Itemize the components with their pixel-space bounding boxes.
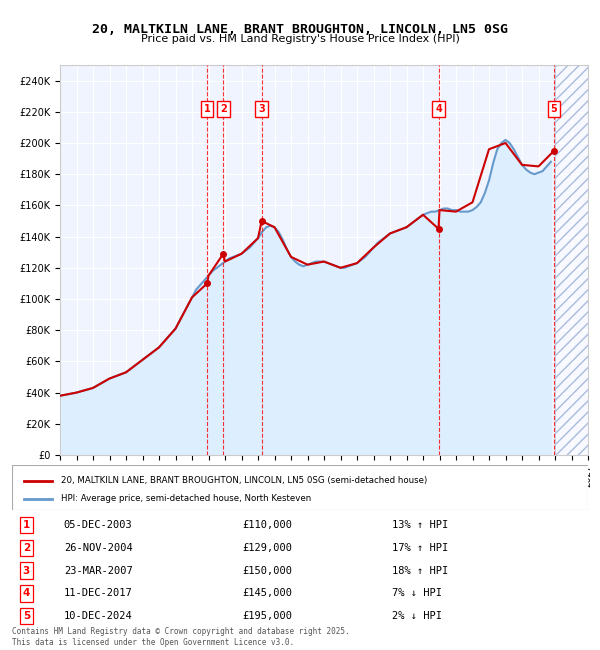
Text: £110,000: £110,000	[242, 520, 292, 530]
Text: 5: 5	[23, 611, 30, 621]
Text: 10-DEC-2024: 10-DEC-2024	[64, 611, 133, 621]
Text: 2: 2	[23, 543, 30, 552]
Text: 5: 5	[551, 104, 557, 114]
Text: 23-MAR-2007: 23-MAR-2007	[64, 566, 133, 576]
Text: HPI: Average price, semi-detached house, North Kesteven: HPI: Average price, semi-detached house,…	[61, 495, 311, 503]
Text: 4: 4	[435, 104, 442, 114]
Text: 3: 3	[258, 104, 265, 114]
Text: 3: 3	[23, 566, 30, 576]
Text: 2% ↓ HPI: 2% ↓ HPI	[392, 611, 442, 621]
Text: 1: 1	[23, 520, 30, 530]
Text: £145,000: £145,000	[242, 588, 292, 599]
FancyBboxPatch shape	[12, 465, 588, 510]
Text: 20, MALTKILN LANE, BRANT BROUGHTON, LINCOLN, LN5 0SG (semi-detached house): 20, MALTKILN LANE, BRANT BROUGHTON, LINC…	[61, 476, 427, 485]
Text: 7% ↓ HPI: 7% ↓ HPI	[392, 588, 442, 599]
Text: 11-DEC-2017: 11-DEC-2017	[64, 588, 133, 599]
Text: £129,000: £129,000	[242, 543, 292, 552]
Text: £150,000: £150,000	[242, 566, 292, 576]
Text: 18% ↑ HPI: 18% ↑ HPI	[392, 566, 448, 576]
Text: 1: 1	[204, 104, 211, 114]
Text: 4: 4	[23, 588, 30, 599]
Text: 05-DEC-2003: 05-DEC-2003	[64, 520, 133, 530]
Text: Contains HM Land Registry data © Crown copyright and database right 2025.
This d: Contains HM Land Registry data © Crown c…	[12, 627, 350, 647]
Text: 13% ↑ HPI: 13% ↑ HPI	[392, 520, 448, 530]
Text: 20, MALTKILN LANE, BRANT BROUGHTON, LINCOLN, LN5 0SG: 20, MALTKILN LANE, BRANT BROUGHTON, LINC…	[92, 23, 508, 36]
Text: 26-NOV-2004: 26-NOV-2004	[64, 543, 133, 552]
Text: 17% ↑ HPI: 17% ↑ HPI	[392, 543, 448, 552]
Text: 2: 2	[220, 104, 227, 114]
Text: Price paid vs. HM Land Registry's House Price Index (HPI): Price paid vs. HM Land Registry's House …	[140, 34, 460, 44]
Text: £195,000: £195,000	[242, 611, 292, 621]
